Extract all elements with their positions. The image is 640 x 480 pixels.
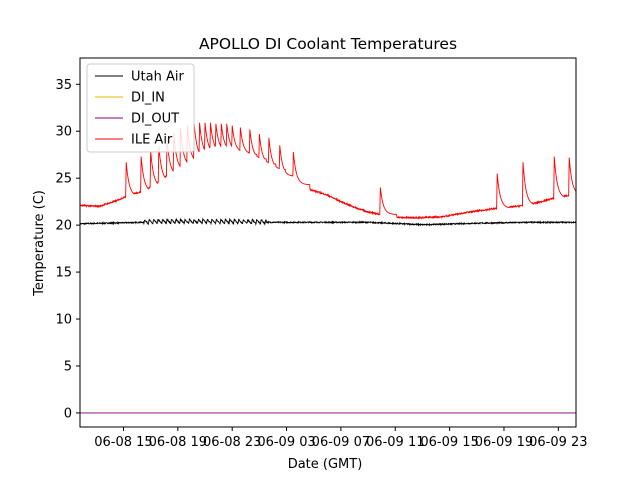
legend-label: DI_OUT [131,112,179,127]
x-tick-label: 06-09 23 [529,435,587,450]
series-line-ile-air [80,122,576,220]
legend-label: ILE Air [131,133,173,148]
x-tick-label: 06-08 19 [149,435,207,450]
x-axis-label: Date (GMT) [288,457,363,472]
x-tick-label: 06-09 15 [420,435,478,450]
y-tick-label: 35 [55,78,72,93]
x-tick-label: 06-08 23 [203,435,261,450]
y-tick-label: 15 [55,266,72,281]
legend-label: Utah Air [131,70,184,85]
y-tick-label: 30 [55,125,72,140]
y-tick-label: 25 [55,172,72,187]
x-tick-label: 06-09 07 [312,435,370,450]
legend-box [86,63,195,153]
y-axis-label: Temperature (C) [32,190,47,297]
x-tick-label: 06-08 15 [94,435,152,450]
chart-title: APOLLO DI Coolant Temperatures [199,35,457,53]
y-tick-label: 0 [64,406,72,421]
x-tick-label: 06-09 03 [257,435,315,450]
y-tick-label: 10 [55,313,72,328]
plot-area [80,122,576,414]
series-line-utah-air [80,217,576,227]
legend-label: DI_IN [131,91,165,106]
y-tick-label: 20 [55,219,72,234]
x-tick-label: 06-09 19 [475,435,533,450]
y-tick-label: 5 [64,359,72,374]
plot-frame [79,57,577,428]
legend: Utah Air DI_IN DI_OUT ILE Air [86,63,195,153]
x-tick-label: 06-09 11 [366,435,424,450]
